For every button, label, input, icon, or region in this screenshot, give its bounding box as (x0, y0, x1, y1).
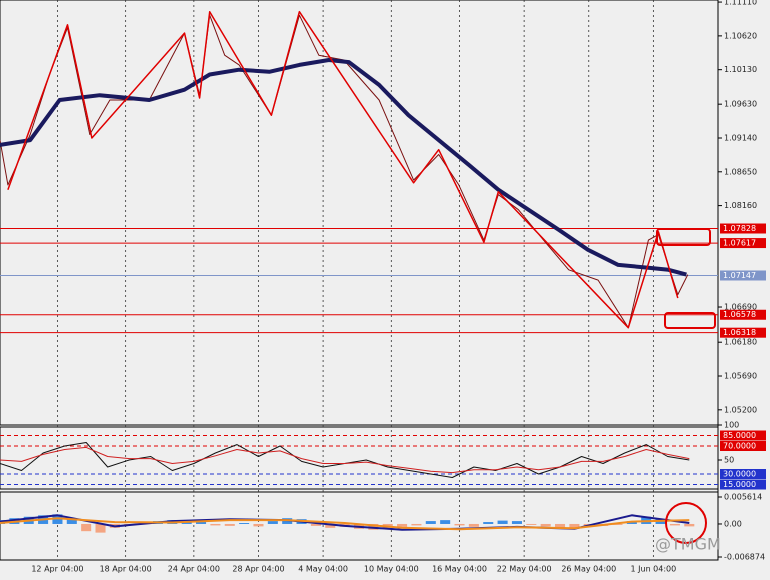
x-tick-label: 12 Apr 04:00 (31, 565, 83, 574)
series-line (0, 446, 690, 474)
bar (81, 523, 92, 532)
level-label: 15.0000 (723, 480, 756, 489)
bar (612, 523, 623, 525)
y-tick-label: 1.05200 (724, 405, 757, 414)
x-tick-label: 4 May 04:00 (298, 565, 348, 574)
y-tick-label: 1.08650 (724, 167, 757, 176)
level-label-box (720, 479, 766, 490)
y-tick-label: 1.05690 (724, 372, 757, 381)
bar (669, 523, 680, 526)
bar (454, 523, 465, 526)
bar (310, 523, 321, 526)
level-label-box (720, 238, 766, 249)
bar (569, 523, 580, 528)
bar (555, 523, 566, 528)
bar (253, 523, 264, 527)
level-label-box (720, 223, 766, 234)
bar (196, 521, 207, 524)
level-label: 1.06318 (723, 328, 756, 337)
level-label: 30.0000 (723, 470, 756, 479)
x-tick-label: 16 May 04:00 (432, 565, 487, 574)
bar (540, 523, 551, 527)
bar (397, 523, 408, 527)
level-label: 1.07147 (723, 271, 756, 280)
annotation-box (656, 228, 711, 246)
level-label-box (720, 469, 766, 479)
level-label-box (720, 441, 766, 451)
bar (468, 523, 479, 527)
bar (684, 523, 695, 527)
y-tick-label: 1.09140 (724, 133, 757, 142)
bar (425, 521, 436, 524)
y-tick-label: 1.10620 (724, 31, 757, 40)
x-tick-label: 1 Jun 04:00 (631, 565, 677, 574)
y-tick-label: 1.06690 (724, 303, 757, 312)
bar (440, 520, 451, 524)
bar (325, 523, 336, 528)
bar (497, 520, 508, 524)
bar (66, 519, 77, 524)
y-tick-label: 1.09630 (724, 100, 757, 109)
bar (95, 523, 106, 533)
level-label-box (720, 270, 766, 281)
x-tick-label: 22 May 04:00 (497, 565, 552, 574)
y-tick-label: 50 (724, 456, 734, 465)
bar (181, 522, 192, 524)
series-line (0, 14, 689, 329)
annotation-circle (665, 502, 707, 544)
bar (511, 521, 522, 524)
y-tick-label: 0.00 (724, 519, 742, 528)
series-line (0, 58, 687, 277)
annotation-box (664, 312, 716, 329)
bar (210, 523, 221, 526)
series-line (7, 10, 679, 329)
watermark: @TMGM (655, 535, 721, 554)
level-label-box (720, 309, 766, 320)
bar (526, 523, 537, 525)
level-label: 70.0000 (723, 442, 756, 451)
y-tick-label: 0.005614 (724, 493, 762, 502)
y-tick-label: 1.10130 (724, 65, 757, 74)
level-label-box (720, 430, 766, 441)
y-tick-label: 1.08160 (724, 201, 757, 210)
x-tick-label: 10 May 04:00 (364, 565, 419, 574)
level-label: 85.0000 (723, 431, 756, 440)
y-tick-label: -0.006874 (724, 553, 765, 562)
level-label: 1.07617 (723, 239, 756, 248)
x-tick-label: 18 Apr 04:00 (100, 565, 152, 574)
bar (483, 522, 494, 524)
bar (224, 523, 235, 526)
series-line (0, 517, 690, 531)
level-label-box (720, 327, 766, 338)
level-label: 1.06578 (723, 310, 756, 319)
bar (239, 523, 250, 524)
bar (267, 521, 278, 524)
y-tick-label: 100 (724, 421, 739, 430)
x-tick-label: 28 Apr 04:00 (232, 565, 284, 574)
y-tick-label: 1.06180 (724, 338, 757, 347)
x-tick-label: 24 Apr 04:00 (168, 565, 220, 574)
x-tick-label: 26 May 04:00 (561, 565, 616, 574)
bar (411, 523, 422, 526)
y-tick-label: 1.11110 (724, 0, 757, 7)
level-label: 1.07828 (723, 224, 756, 233)
